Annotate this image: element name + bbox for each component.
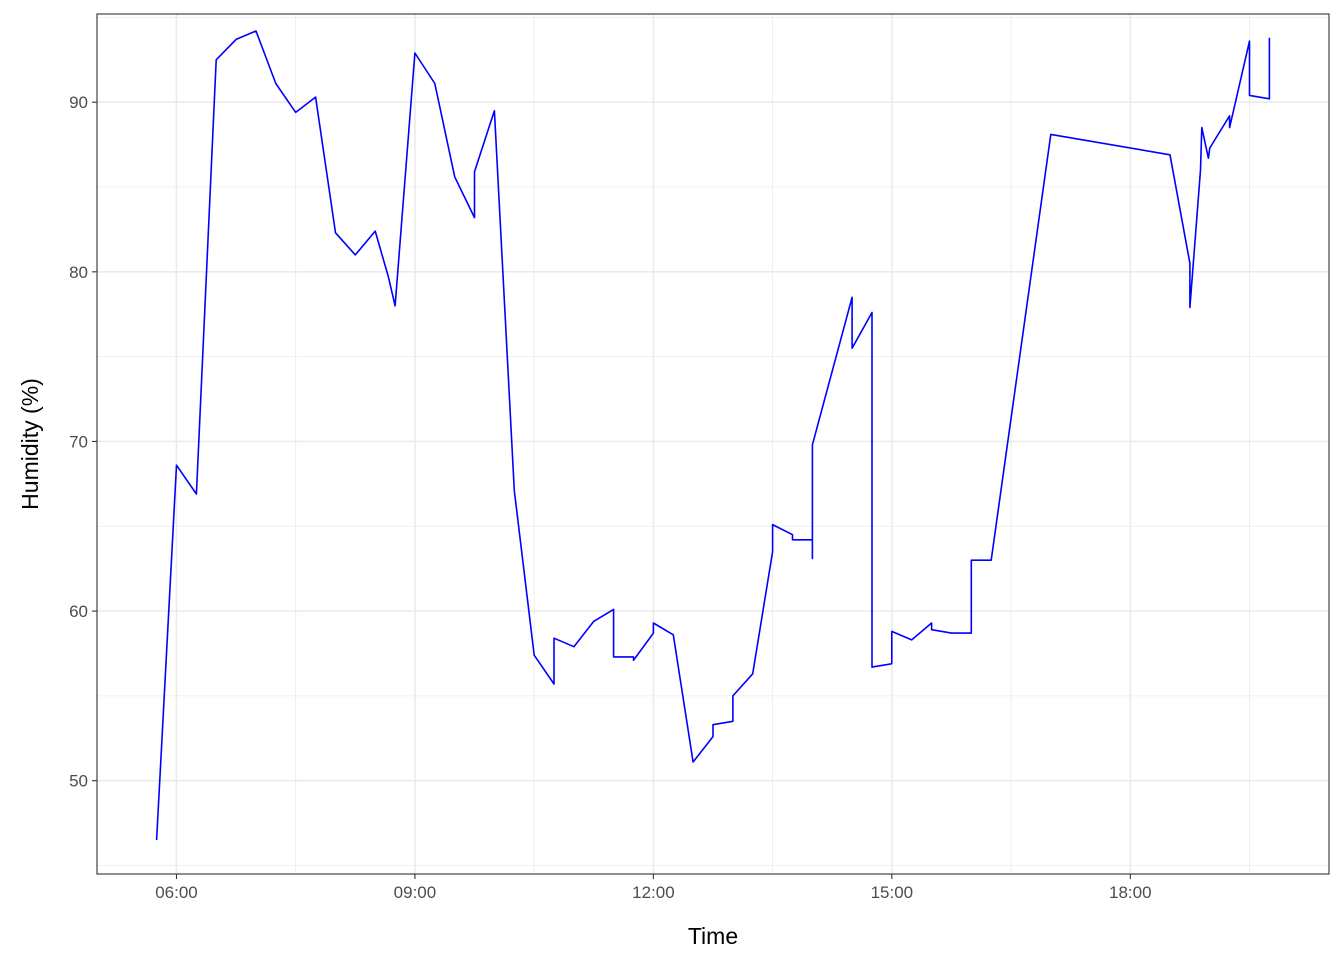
- humidity-series-line-0: [155, 30, 1271, 841]
- y-tick-label: 70: [69, 432, 88, 451]
- x-axis-title: Time: [688, 923, 738, 949]
- y-tick-label: 60: [69, 602, 88, 621]
- x-axis: 06:00 09:00 12:00 15:00 18:00: [155, 874, 1152, 902]
- series-layer: [155, 30, 1271, 841]
- y-axis: 50 60 70 80 90: [69, 93, 97, 791]
- y-axis-title: Humidity (%): [17, 378, 43, 510]
- y-tick-label: 90: [69, 93, 88, 112]
- x-tick-label: 12:00: [632, 883, 675, 902]
- x-tick-label: 15:00: [871, 883, 914, 902]
- x-tick-label: 09:00: [394, 883, 437, 902]
- minor-gridlines: [97, 14, 1329, 874]
- y-tick-label: 80: [69, 263, 88, 282]
- y-tick-label: 50: [69, 772, 88, 791]
- x-tick-label: 06:00: [155, 883, 198, 902]
- major-gridlines: [97, 14, 1329, 874]
- panel-border: [96, 13, 1330, 875]
- x-tick-label: 18:00: [1109, 883, 1152, 902]
